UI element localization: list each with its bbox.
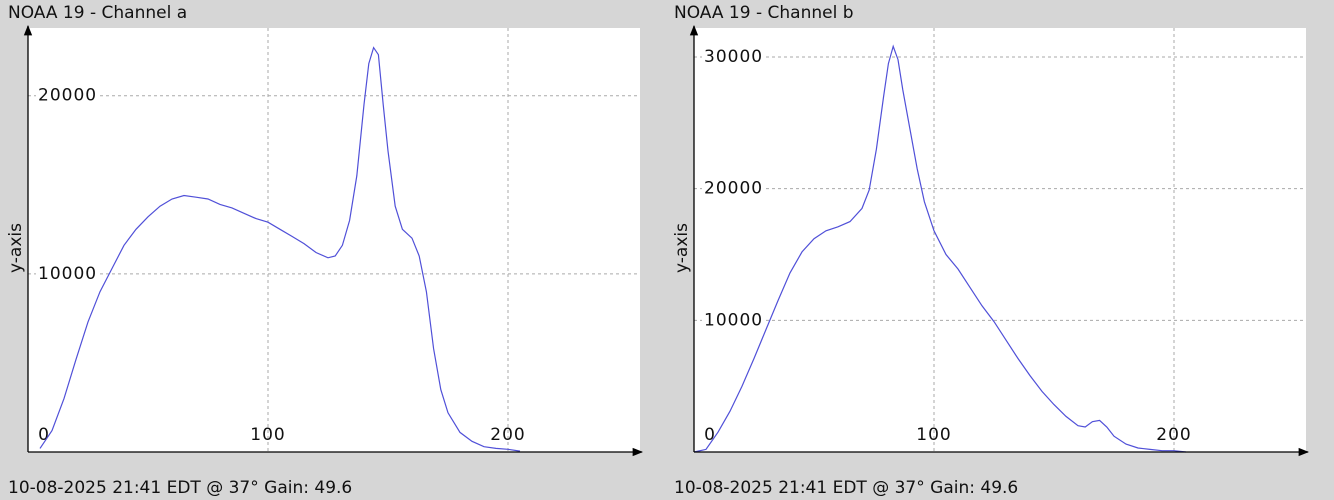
y-tick-label: 20000 (704, 179, 763, 199)
y-tick-label: 10000 (38, 264, 97, 284)
tick-label-bg (702, 46, 766, 67)
y-tick-label: 30000 (704, 47, 763, 67)
chart-title: NOAA 19 - Channel a (8, 3, 187, 23)
chart-panel: NOAA 19 - Channel a 10-08-2025 21:41 EDT … (6, 3, 644, 498)
plot-area (28, 28, 640, 452)
x-tick-label: 200 (490, 425, 525, 445)
tick-label-bg (702, 310, 766, 331)
y-axis-label: y-axis (6, 223, 26, 273)
footer-text: 10-08-2025 21:41 EDT @ 37° Gain: 49.6 (8, 478, 352, 498)
data-line (39, 46, 521, 452)
tick-label-bg (36, 263, 100, 284)
y-tick-label: 20000 (38, 86, 97, 106)
x-tick-label: 0 (704, 425, 716, 445)
chart-panel: NOAA 19 - Channel b 10-08-2025 21:41 EDT … (672, 3, 1310, 498)
plot-area (694, 28, 1306, 452)
chart-title: NOAA 19 - Channel b (674, 3, 854, 23)
x-tick-label: 100 (916, 425, 951, 445)
tick-label-bg (702, 178, 766, 199)
tick-label-bg (36, 85, 100, 106)
y-tick-label: 10000 (704, 310, 763, 330)
data-line (693, 44, 1187, 453)
x-tick-label: 200 (1156, 425, 1191, 445)
x-tick-label: 0 (38, 425, 50, 445)
x-tick-label: 100 (250, 425, 285, 445)
footer-text: 10-08-2025 21:41 EDT @ 37° Gain: 49.6 (674, 478, 1018, 498)
y-axis-label: y-axis (672, 223, 692, 273)
